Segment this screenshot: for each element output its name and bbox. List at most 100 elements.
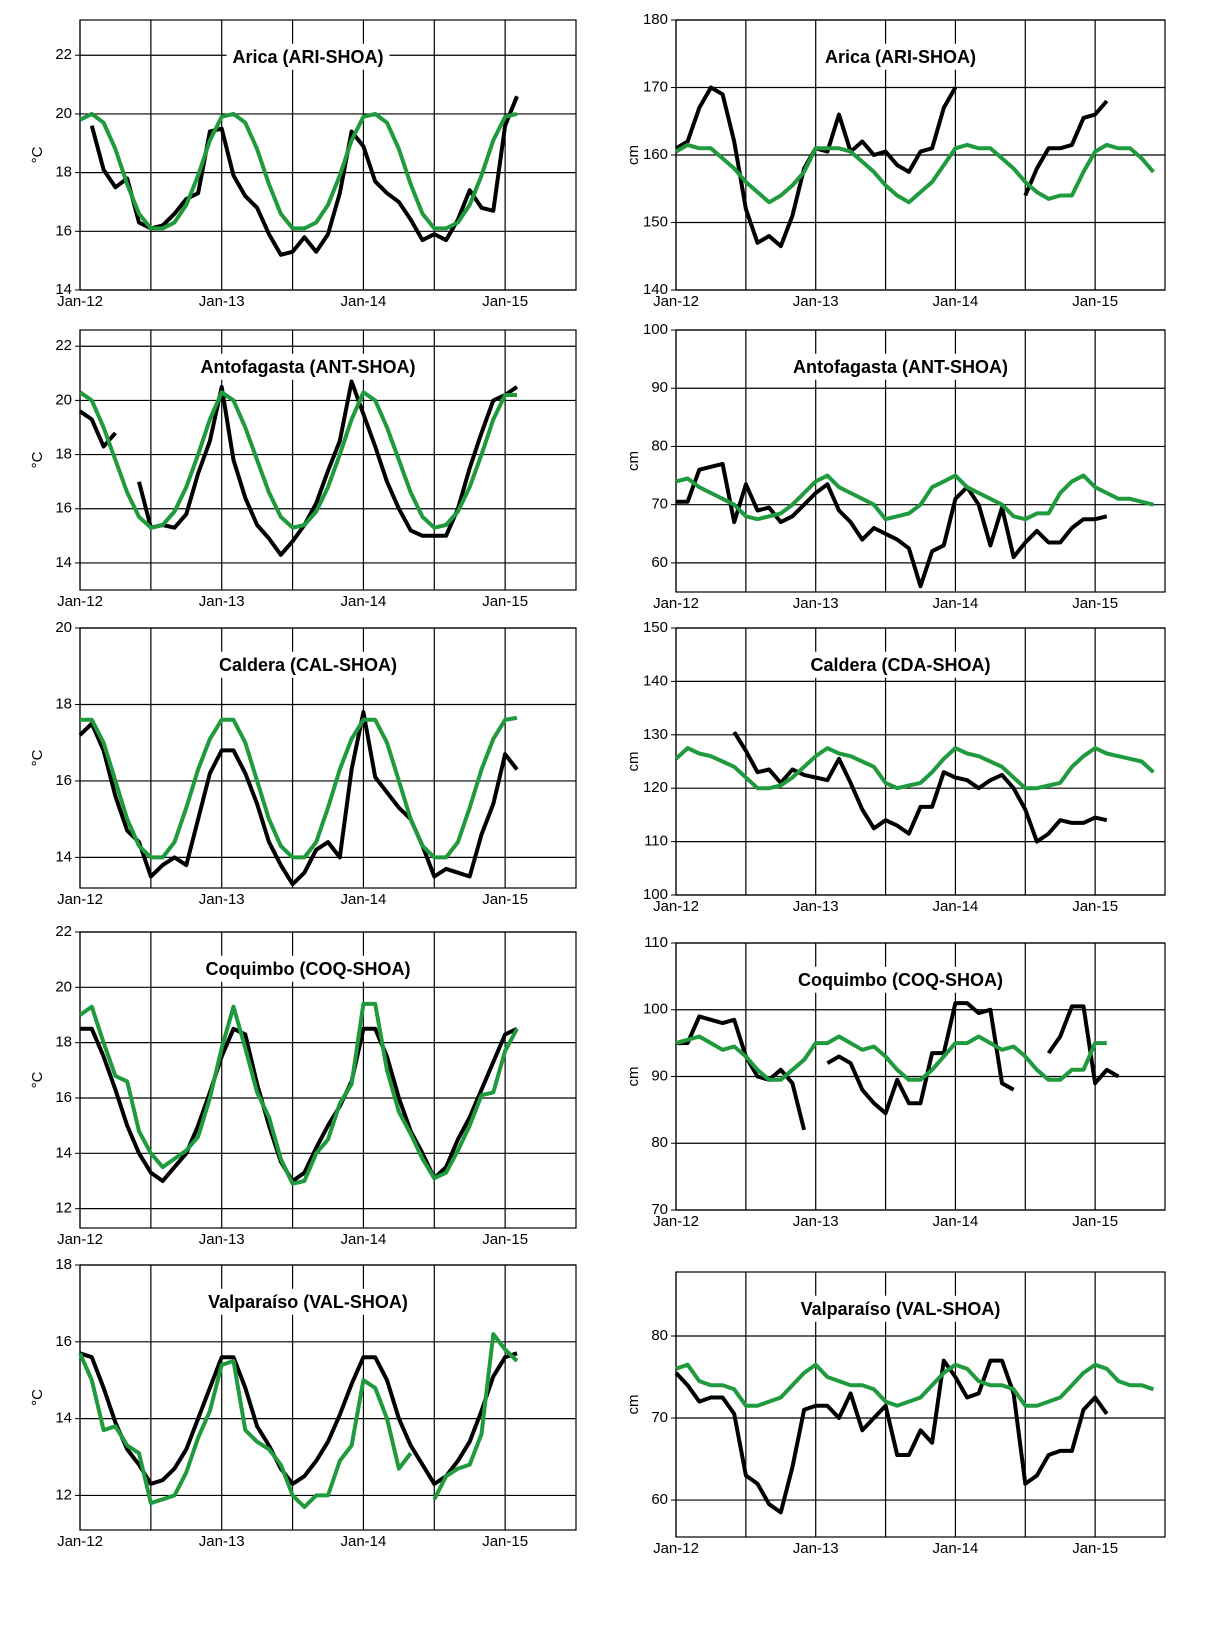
x-tick-label: Jan-15: [1072, 898, 1118, 915]
panel: 140 150 160 170 180 Jan-12 Jan-13 Jan-14 Jan-15 c…: [625, 11, 1166, 310]
y-tick-label: 18: [55, 164, 72, 181]
y-tick-label: 20: [55, 619, 72, 636]
y-tick-label: 110: [644, 934, 668, 951]
x-tick-label: Jan-15: [1072, 1213, 1118, 1230]
x-tick-label: Jan-13: [199, 293, 245, 310]
y-tick-label: 12: [55, 1200, 72, 1217]
x-tick-label: Jan-15: [482, 293, 528, 310]
series-line: [78, 1001, 519, 1186]
plot-frame: [79, 19, 577, 291]
x-tick-label: Jan-15: [482, 1231, 528, 1248]
y-tick-label: 70: [651, 496, 668, 513]
title-background: [202, 1288, 414, 1315]
y-tick-label: 60: [651, 554, 668, 571]
y-tick-label: 110: [644, 833, 668, 850]
series-line: [78, 379, 519, 557]
y-tick-label: 100: [643, 321, 668, 338]
y-tick-label: 22: [55, 46, 72, 63]
title-background: [212, 651, 404, 678]
y-tick-label: 130: [643, 726, 668, 743]
x-tick-label: Jan-12: [57, 593, 103, 610]
title-background: [787, 353, 1015, 380]
y-axis-label: cm: [625, 1395, 642, 1415]
chart-title: Antofagasta (ANT-SHOA): [793, 357, 1008, 377]
x-tick-label: Jan-14: [932, 293, 978, 310]
x-tick-label: Jan-13: [199, 891, 245, 908]
y-axis-label: °C: [29, 1389, 46, 1406]
x-tick-label: Jan-13: [793, 898, 839, 915]
y-tick-label: 60: [651, 1491, 668, 1508]
series-line: [79, 111, 518, 231]
panel: 60 70 80 90 100 Jan-12 Jan-13 Jan-14 Jan-15 cm Ant…: [625, 321, 1166, 612]
x-tick-label: Jan-14: [340, 891, 386, 908]
x-tick-label: Jan-13: [793, 293, 839, 310]
title-background: [794, 1295, 1007, 1322]
chart-title: Coquimbo (COQ-SHOA): [206, 959, 411, 979]
x-tick-label: Jan-12: [653, 1213, 699, 1230]
y-axis-label: cm: [625, 145, 642, 165]
x-tick-label: Jan-14: [340, 593, 386, 610]
title-background: [804, 651, 997, 678]
chart-title: Valparaíso (VAL-SHOA): [801, 1299, 1001, 1319]
chart-title: Coquimbo (COQ-SHOA): [798, 970, 1003, 990]
plot-frame: [79, 627, 577, 889]
panel: 100 110 120 130 140 150 Jan-12 Jan-13 Jan-14 Jan-…: [625, 619, 1166, 915]
y-tick-label: 70: [651, 1201, 668, 1218]
series-line: [675, 473, 1154, 522]
y-tick-label: 170: [643, 78, 668, 95]
title-background: [194, 353, 422, 380]
y-tick-label: 22: [55, 923, 72, 940]
y-tick-label: 150: [643, 619, 668, 636]
x-tick-label: Jan-12: [653, 1540, 699, 1557]
x-tick-label: Jan-12: [653, 898, 699, 915]
plot-frame: [675, 627, 1166, 896]
plot-frame: [79, 329, 577, 591]
y-tick-label: 14: [55, 1410, 72, 1427]
series-line: [89, 95, 519, 257]
y-tick-label: 80: [651, 437, 668, 454]
y-axis-label: °C: [29, 451, 46, 468]
panel: 60 70 80 Jan-12 Jan-13 Jan-14 Jan-15 cm Valparaí…: [625, 1271, 1166, 1557]
x-tick-label: Jan-13: [199, 1533, 245, 1550]
panel: 70 80 90 100 110 Jan-12 Jan-13 Jan-14 Jan-15 cm Co…: [625, 934, 1166, 1230]
y-tick-label: 20: [55, 391, 72, 408]
chart-title: Antofagasta (ANT-SHOA): [201, 357, 416, 377]
series-line: [78, 710, 519, 887]
series-line: [675, 1034, 1107, 1082]
y-tick-label: 120: [643, 779, 668, 796]
panel: 12 14 16 18 20 22 Jan-12 Jan-13 Jan-14 Jan-15 °C Co…: [29, 923, 577, 1248]
series-line: [80, 1026, 518, 1183]
y-tick-label: 80: [651, 1327, 668, 1344]
plot-frame: [675, 1271, 1166, 1538]
y-tick-label: 80: [651, 1134, 668, 1151]
x-tick-label: Jan-12: [57, 293, 103, 310]
x-tick-label: Jan-13: [793, 1213, 839, 1230]
plot-frame: [79, 1264, 577, 1531]
series-line: [674, 746, 1155, 791]
x-tick-label: Jan-14: [340, 1533, 386, 1550]
y-tick-label: 14: [55, 848, 72, 865]
x-tick-label: Jan-14: [932, 898, 978, 915]
x-tick-label: Jan-12: [57, 891, 103, 908]
y-tick-label: 18: [55, 1256, 72, 1273]
y-axis-label: °C: [29, 146, 46, 163]
y-axis-label: cm: [625, 1067, 642, 1087]
y-tick-label: 16: [55, 772, 72, 789]
title-background: [792, 966, 1009, 993]
x-tick-label: Jan-14: [932, 1213, 978, 1230]
panel: 12 14 16 18 Jan-12 Jan-13 Jan-14 Jan-15 °C Valpar…: [29, 1256, 577, 1550]
y-tick-label: 90: [651, 1067, 668, 1084]
y-tick-label: 14: [55, 281, 72, 298]
y-tick-label: 22: [55, 337, 72, 354]
x-tick-label: Jan-15: [482, 891, 528, 908]
y-tick-label: 150: [643, 213, 668, 230]
x-tick-label: Jan-15: [482, 1533, 528, 1550]
x-tick-label: Jan-15: [1072, 293, 1118, 310]
panel: 14 16 18 20 Jan-12 Jan-13 Jan-14 Jan-15 °C Calder…: [29, 619, 577, 908]
y-tick-label: 160: [643, 146, 668, 163]
y-tick-label: 16: [55, 1333, 72, 1350]
chart-title: Arica (ARI-SHOA): [825, 47, 976, 67]
chart-title: Caldera (CDA-SHOA): [810, 655, 990, 675]
